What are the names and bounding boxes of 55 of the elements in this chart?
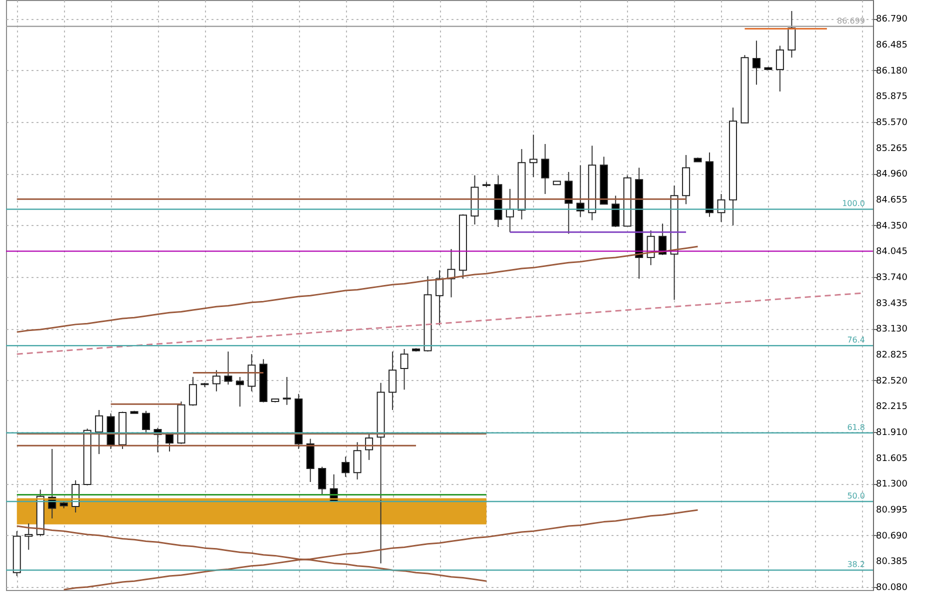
- y-tick-label: 83.130: [876, 324, 908, 335]
- annotation: 38.2: [847, 560, 865, 570]
- y-tick-label: 81.910: [876, 428, 908, 438]
- y-tick-label: 84.045: [876, 247, 908, 258]
- candlestick: [436, 270, 444, 326]
- y-tick-label: 80.690: [876, 531, 908, 542]
- y-tick-label: 81.605: [876, 454, 908, 464]
- candlestick: [224, 351, 232, 386]
- candlestick: [165, 433, 174, 452]
- y-tick-label: 86.180: [876, 66, 908, 76]
- candlestick: [318, 466, 326, 496]
- candlestick: [24, 523, 33, 550]
- line-series: [16, 292, 863, 355]
- candlestick: [188, 376, 197, 406]
- candlestick: [388, 351, 397, 410]
- y-tick-label: 84.655: [876, 195, 908, 206]
- y-tick-label: 85.265: [876, 144, 908, 154]
- candlestick: [248, 354, 256, 392]
- y-tick-label: 86.485: [876, 40, 908, 50]
- y-tick-label: 82.825: [876, 350, 908, 361]
- candlestick: [212, 370, 220, 392]
- y-tick-label: 82.215: [876, 402, 908, 412]
- candlestick: [788, 10, 796, 58]
- candlestick: [564, 171, 573, 234]
- candlestick: [658, 223, 667, 256]
- candlestick: [342, 456, 350, 478]
- annotation: 61.8: [847, 422, 865, 432]
- y-tick-label: 85.875: [876, 92, 908, 102]
- candlestick: [541, 144, 550, 194]
- y-tick-label: 85.570: [876, 118, 908, 128]
- y-tick-label: 86.790: [876, 14, 908, 25]
- y-tick-label: 84.960: [876, 170, 908, 180]
- y-tick-label: 84.350: [876, 221, 908, 232]
- candlestick: [776, 45, 784, 92]
- y-tick-label: 83.435: [876, 298, 908, 309]
- candlestick: [236, 376, 244, 408]
- y-tick-label: 80.995: [876, 506, 908, 516]
- ref-line-label: 86.699: [837, 16, 865, 26]
- candlestick: [529, 134, 538, 178]
- annotation: 76.4: [847, 336, 865, 345]
- y-tick-label: 82.520: [876, 376, 908, 386]
- y-tick-label: 80.080: [876, 583, 908, 593]
- candlestick: [95, 409, 104, 455]
- candlestick: [752, 40, 760, 86]
- annotation: 50.0: [847, 491, 865, 500]
- y-tick-label: 80.385: [876, 557, 908, 568]
- candlestick: [282, 376, 291, 406]
- candlestick: [365, 433, 374, 460]
- y-tick-label: 83.740: [876, 273, 908, 283]
- candlestick: [142, 410, 150, 434]
- candlestick: [353, 442, 362, 480]
- y-tick-label: 81.300: [876, 480, 908, 490]
- annotation: 100.0: [842, 199, 865, 208]
- candlestick: [400, 348, 408, 390]
- candlestick: [612, 195, 620, 228]
